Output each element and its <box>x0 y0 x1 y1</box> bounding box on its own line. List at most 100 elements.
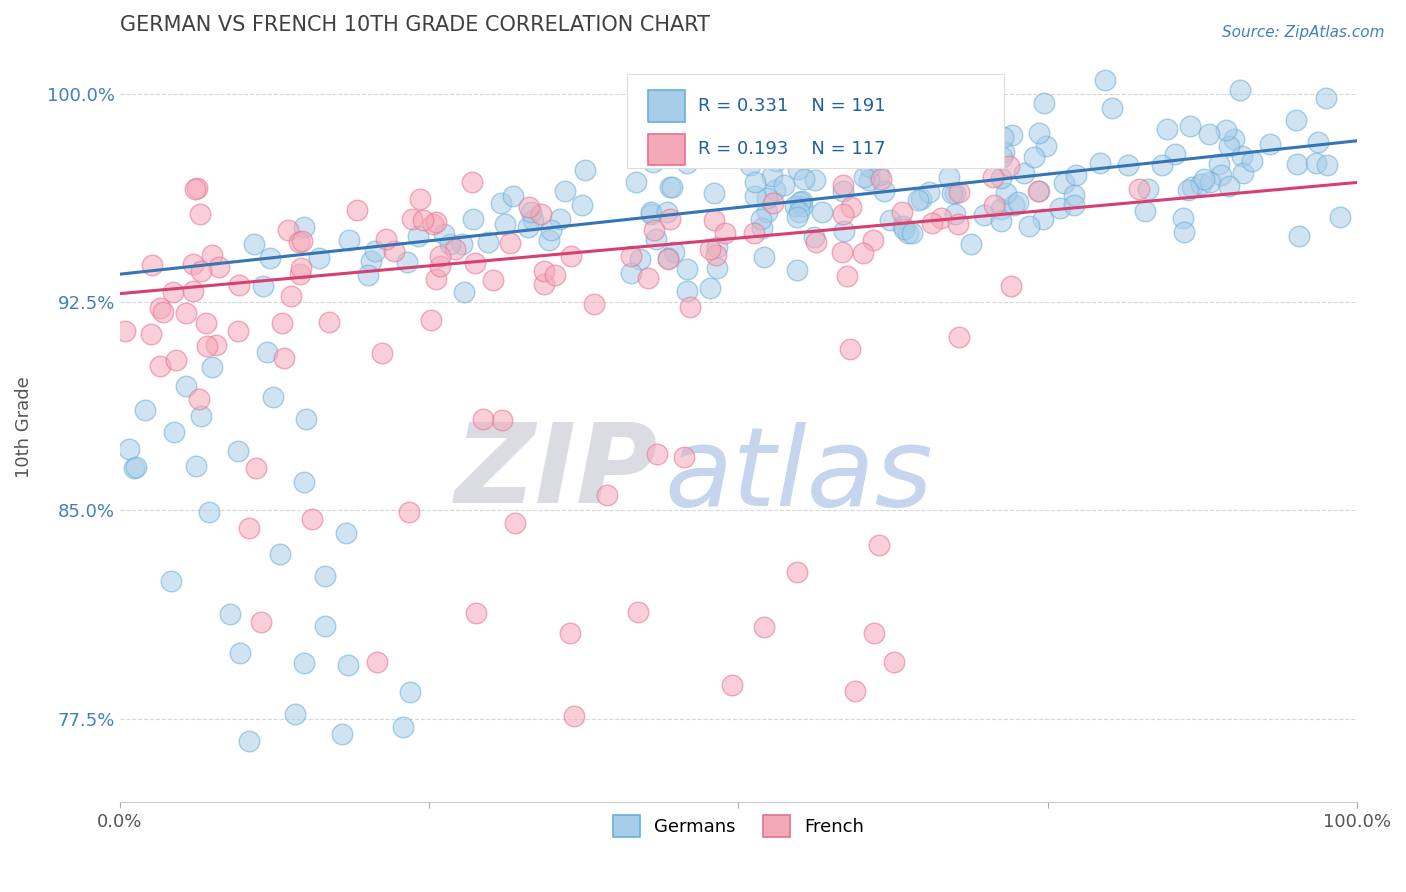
Point <box>256 345 278 359</box>
Point <box>149 359 172 373</box>
Point <box>744 189 766 203</box>
Point <box>544 268 567 282</box>
Point <box>1094 72 1116 87</box>
Point <box>205 338 228 352</box>
Point <box>738 158 761 172</box>
Point <box>640 206 662 220</box>
Point <box>803 172 825 186</box>
Point <box>993 130 1015 145</box>
Point <box>384 244 406 258</box>
Point <box>673 450 696 464</box>
Point <box>464 256 486 270</box>
Point <box>174 306 197 320</box>
Point <box>661 180 683 194</box>
Point <box>360 254 382 268</box>
Point <box>811 204 834 219</box>
Point <box>198 505 221 519</box>
Point <box>959 129 981 144</box>
Point <box>398 685 420 699</box>
Point <box>583 297 606 311</box>
Point <box>391 720 413 734</box>
Point <box>664 245 686 260</box>
Point <box>292 475 315 489</box>
Point <box>1208 156 1230 170</box>
Point <box>831 244 853 259</box>
Point <box>270 316 292 330</box>
Point <box>259 251 281 265</box>
Point <box>548 212 571 227</box>
Point <box>804 235 827 249</box>
Point <box>907 193 929 207</box>
Point <box>704 248 727 262</box>
Point <box>229 647 252 661</box>
Point <box>699 281 721 295</box>
Point <box>643 223 665 237</box>
Point <box>891 219 914 233</box>
Point <box>335 526 357 541</box>
Point <box>832 224 855 238</box>
Point <box>1000 279 1022 293</box>
Point <box>870 172 893 186</box>
Point <box>190 409 212 423</box>
Point <box>1018 219 1040 234</box>
Point <box>1223 132 1246 146</box>
Point <box>238 734 260 748</box>
Point <box>280 289 302 303</box>
Point <box>412 213 434 227</box>
Legend: Germans, French: Germans, French <box>603 805 873 846</box>
Point <box>981 169 1004 184</box>
Point <box>252 279 274 293</box>
Point <box>463 212 485 227</box>
Point <box>721 678 744 692</box>
Point <box>949 132 972 146</box>
Text: atlas: atlas <box>664 422 932 529</box>
Point <box>883 655 905 669</box>
Point <box>620 267 643 281</box>
Point <box>761 169 783 183</box>
Point <box>1090 156 1112 170</box>
Point <box>990 213 1012 227</box>
Text: ZIP: ZIP <box>454 418 658 525</box>
Point <box>503 516 526 530</box>
Point <box>756 190 779 204</box>
Point <box>366 655 388 669</box>
Point <box>471 412 494 426</box>
Point <box>990 170 1012 185</box>
Point <box>948 185 970 199</box>
Point <box>749 211 772 226</box>
Point <box>627 605 650 619</box>
Point <box>839 342 862 356</box>
Point <box>655 204 678 219</box>
Point <box>250 615 273 629</box>
Point <box>288 235 311 249</box>
Point <box>676 284 699 298</box>
Point <box>643 154 665 169</box>
Point <box>1002 198 1025 212</box>
Point <box>699 242 721 256</box>
Point <box>337 657 360 672</box>
Point <box>228 277 250 292</box>
Point <box>292 219 315 234</box>
Point <box>763 129 786 144</box>
Point <box>134 403 156 417</box>
Point <box>868 169 890 183</box>
Point <box>295 412 318 426</box>
Point <box>756 205 779 219</box>
Point <box>571 198 593 212</box>
Point <box>520 205 543 219</box>
Point <box>893 137 915 152</box>
Point <box>832 207 855 221</box>
Point <box>1192 172 1215 186</box>
Point <box>765 153 787 168</box>
Point <box>938 169 960 184</box>
Point <box>637 270 659 285</box>
Point <box>174 379 197 393</box>
Point <box>489 196 512 211</box>
Point <box>401 212 423 227</box>
Point <box>181 257 204 271</box>
Point <box>910 193 932 207</box>
Point <box>891 205 914 219</box>
Text: GERMAN VS FRENCH 10TH GRADE CORRELATION CHART: GERMAN VS FRENCH 10TH GRADE CORRELATION … <box>120 15 710 35</box>
Point <box>624 176 647 190</box>
Point <box>1199 175 1222 189</box>
